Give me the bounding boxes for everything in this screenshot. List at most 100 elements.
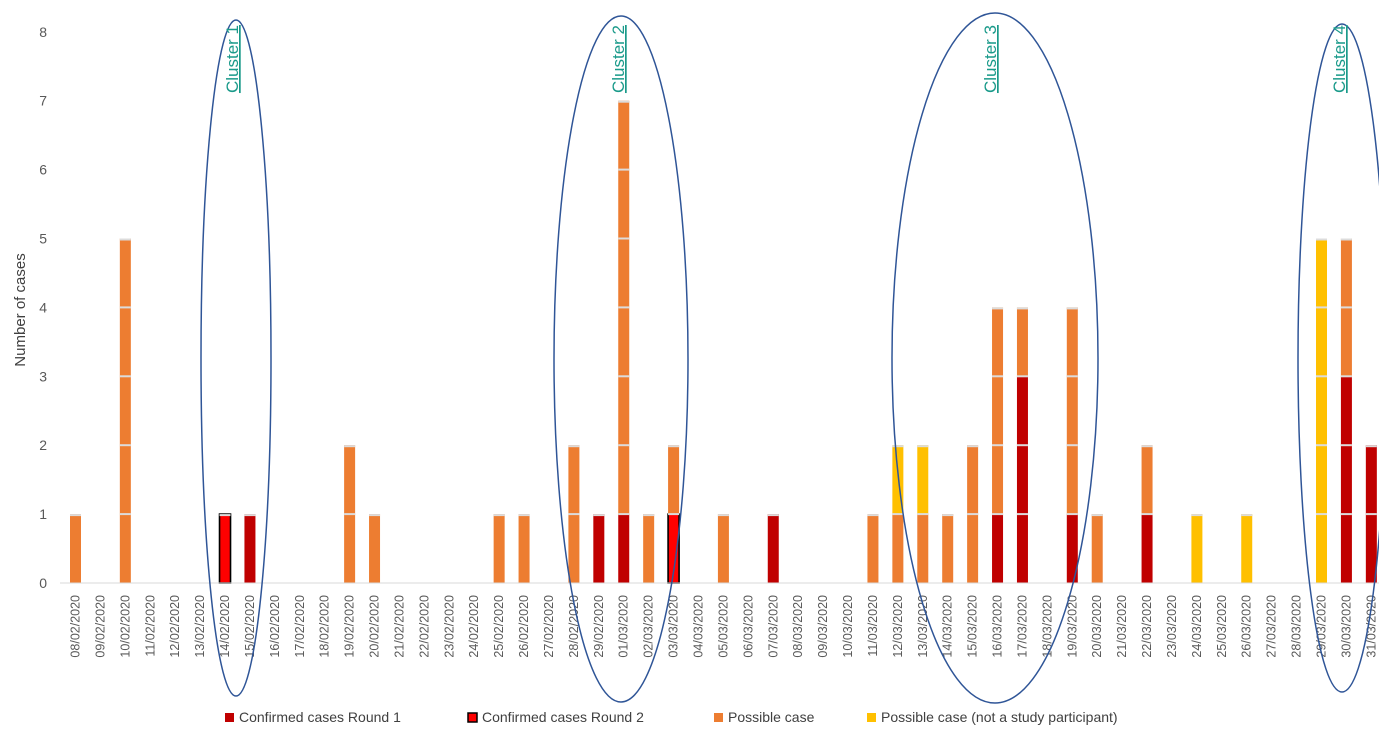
cluster-ellipse [1297, 23, 1379, 693]
bar-segment [1340, 514, 1352, 583]
cluster-label: Cluster 3 [981, 25, 1000, 93]
x-tick-label: 28/03/2020 [1290, 595, 1304, 658]
x-tick-label: 24/02/2020 [467, 595, 481, 658]
y-tick-label: 0 [39, 575, 47, 591]
bar-segment [942, 514, 954, 583]
y-tick-label: 2 [39, 437, 47, 453]
bar-segment [119, 307, 131, 377]
bar-segment [1191, 514, 1203, 583]
y-tick-label: 5 [39, 231, 47, 247]
x-axis: 08/02/2020 09/02/2020 10/02/2020 11/02/2020… [60, 582, 1379, 658]
bar-segment [568, 514, 580, 583]
bar-segment [1066, 376, 1078, 446]
x-tick-label: 05/03/2020 [716, 595, 730, 658]
x-tick-label: 10/02/2020 [118, 595, 132, 658]
bar-segment [1316, 307, 1327, 377]
legend-label: Confirmed cases Round 1 [239, 709, 401, 725]
legend-label: Confirmed cases Round 2 [482, 709, 644, 725]
bar-segment [1016, 307, 1028, 377]
x-tick-label: 04/03/2020 [692, 595, 706, 658]
x-tick-label: 06/03/2020 [741, 595, 755, 658]
bar-segment [618, 445, 630, 515]
x-tick-label: 12/02/2020 [168, 595, 182, 658]
bar-segment [618, 100, 630, 170]
bar-segment [1141, 445, 1153, 515]
x-tick-label: 08/02/2020 [69, 595, 83, 658]
bar-segment [643, 514, 655, 583]
x-tick-label: 24/03/2020 [1190, 595, 1204, 658]
x-tick-label: 10/03/2020 [841, 595, 855, 658]
x-tick-label: 03/03/2020 [667, 595, 681, 658]
bar-segment [1365, 445, 1377, 515]
x-tick-label: 15/03/2020 [966, 595, 980, 658]
x-tick-label: 27/03/2020 [1265, 595, 1279, 658]
x-tick-label: 17/02/2020 [293, 595, 307, 658]
x-tick-label: 08/03/2020 [791, 595, 805, 658]
x-tick-label: 25/03/2020 [1215, 595, 1229, 658]
bar-segment [1141, 514, 1153, 583]
bar-segment [618, 514, 630, 583]
bar-segment [867, 514, 879, 583]
bar-segment [1016, 376, 1028, 446]
bar-segment [992, 376, 1004, 446]
cluster-label: Cluster 1 [223, 25, 242, 93]
bar-segment [1241, 514, 1253, 583]
bar-segment [1340, 238, 1352, 308]
bar-segment [1316, 514, 1327, 583]
legend-swatch [867, 713, 876, 722]
x-tick-label: 27/02/2020 [542, 595, 556, 658]
x-tick-label: 20/03/2020 [1090, 595, 1104, 658]
bar-segment [917, 514, 929, 583]
bar-segment [717, 514, 729, 583]
y-tick-label: 3 [39, 368, 47, 384]
legend-swatch [714, 713, 723, 722]
y-tick-label: 1 [39, 506, 47, 522]
bar-segment [593, 514, 605, 583]
bar-segment [967, 514, 979, 583]
bar-segment [119, 514, 131, 583]
y-tick-label: 6 [39, 162, 47, 178]
cluster-ellipse [553, 15, 689, 703]
x-tick-label: 02/03/2020 [642, 595, 656, 658]
x-tick-label: 30/03/2020 [1339, 595, 1353, 658]
bar-segment [1316, 376, 1327, 446]
x-tick-label: 23/03/2020 [1165, 595, 1179, 658]
x-tick-label: 21/03/2020 [1115, 595, 1129, 658]
bar-segment [369, 514, 381, 583]
x-tick-label: 11/03/2020 [866, 595, 880, 657]
x-tick-label: 11/02/2020 [143, 595, 157, 657]
cluster-label: Cluster 4 [1330, 25, 1349, 93]
x-tick-label: 26/02/2020 [517, 595, 531, 658]
bar-segment [1091, 514, 1103, 583]
bar-segment [1066, 445, 1078, 515]
x-tick-label: 25/02/2020 [492, 595, 506, 658]
cluster-annotations: Cluster 1 Cluster 2 Cluster 3 Cluster 4 [200, 12, 1379, 704]
y-axis: 0 1 2 3 4 5 6 7 8 [39, 24, 47, 591]
cluster-label: Cluster 2 [609, 25, 628, 93]
x-tick-label: 26/03/2020 [1240, 595, 1254, 658]
bar-segment [992, 514, 1004, 583]
bar-segment [1316, 445, 1327, 515]
x-tick-label: 13/02/2020 [193, 595, 207, 658]
y-axis-label: Number of cases [12, 253, 29, 366]
x-tick-label: 19/02/2020 [343, 595, 357, 658]
x-tick-label: 17/03/2020 [1015, 595, 1029, 658]
cluster-ellipse [200, 19, 272, 697]
x-tick-label: 20/02/2020 [368, 595, 382, 658]
bar-segment [967, 445, 979, 515]
bar-segment [119, 238, 131, 308]
bar-segment [1066, 514, 1078, 583]
x-tick-label: 09/02/2020 [93, 595, 107, 658]
x-tick-label: 23/02/2020 [442, 595, 456, 658]
x-tick-label: 07/03/2020 [766, 595, 780, 658]
bar-segment [119, 376, 131, 446]
bar-segment [493, 514, 505, 583]
bar-segment [1316, 238, 1327, 308]
cluster-ellipse [891, 12, 1099, 704]
bar-segment [917, 445, 929, 515]
x-tick-label: 19/03/2020 [1065, 595, 1079, 658]
y-tick-label: 8 [39, 24, 47, 40]
legend: Confirmed cases Round 1 Confirmed cases R… [225, 709, 1118, 725]
bar-segment [618, 169, 630, 239]
